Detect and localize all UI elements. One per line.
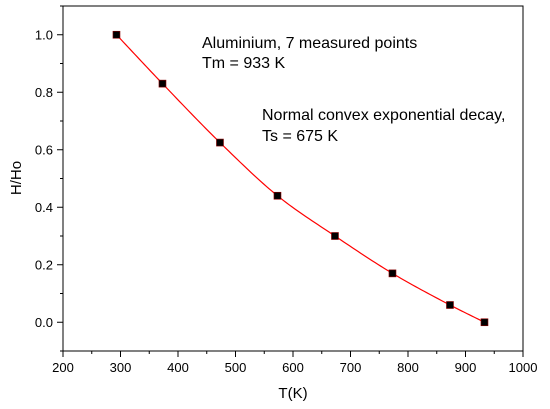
annotation-melting-temperature: Tm = 933 K xyxy=(202,55,285,72)
data-point xyxy=(112,30,121,39)
x-axis-label: T(K) xyxy=(278,385,307,402)
y-tick-label: 0.0 xyxy=(35,315,53,330)
data-point xyxy=(446,301,454,309)
x-tick-label: 700 xyxy=(340,360,362,375)
annotation-softening-temperature: Ts = 675 K xyxy=(262,128,338,145)
ticks: 200 300 400 500 600 700 800 900 1000 0.0 0.2 0.4 0.6… xyxy=(35,5,538,375)
data-point xyxy=(331,232,339,240)
y-tick-label: 0.8 xyxy=(35,85,53,100)
x-tick-label: 600 xyxy=(282,360,304,375)
plot-frame xyxy=(62,5,524,352)
x-tick-label: 300 xyxy=(110,360,132,375)
x-tick-label: 200 xyxy=(52,360,74,375)
data-point xyxy=(216,138,224,147)
data-points xyxy=(112,30,489,327)
y-tick-label: 0.6 xyxy=(35,142,53,157)
data-point xyxy=(158,79,167,88)
y-tick-label: 1.0 xyxy=(35,27,53,42)
x-tick-label: 500 xyxy=(225,360,247,375)
y-tick-label: 0.4 xyxy=(35,200,53,215)
annotation-material: Aluminium, 7 measured points xyxy=(202,35,417,52)
axes xyxy=(62,5,524,352)
annotation-decay-type: Normal convex exponential decay, xyxy=(262,107,505,124)
x-tick-label: 1000 xyxy=(509,360,538,375)
data-point xyxy=(273,191,282,200)
fit-curve xyxy=(116,34,485,323)
data-point xyxy=(388,269,397,278)
x-tick-label: 400 xyxy=(167,360,189,375)
y-tick-label: 0.2 xyxy=(35,257,53,272)
fit-curve-line xyxy=(116,34,485,323)
x-tick-label: 800 xyxy=(397,360,419,375)
x-tick-label: 900 xyxy=(455,360,477,375)
y-axis-label: H/Ho xyxy=(8,161,25,195)
data-point xyxy=(480,318,489,327)
